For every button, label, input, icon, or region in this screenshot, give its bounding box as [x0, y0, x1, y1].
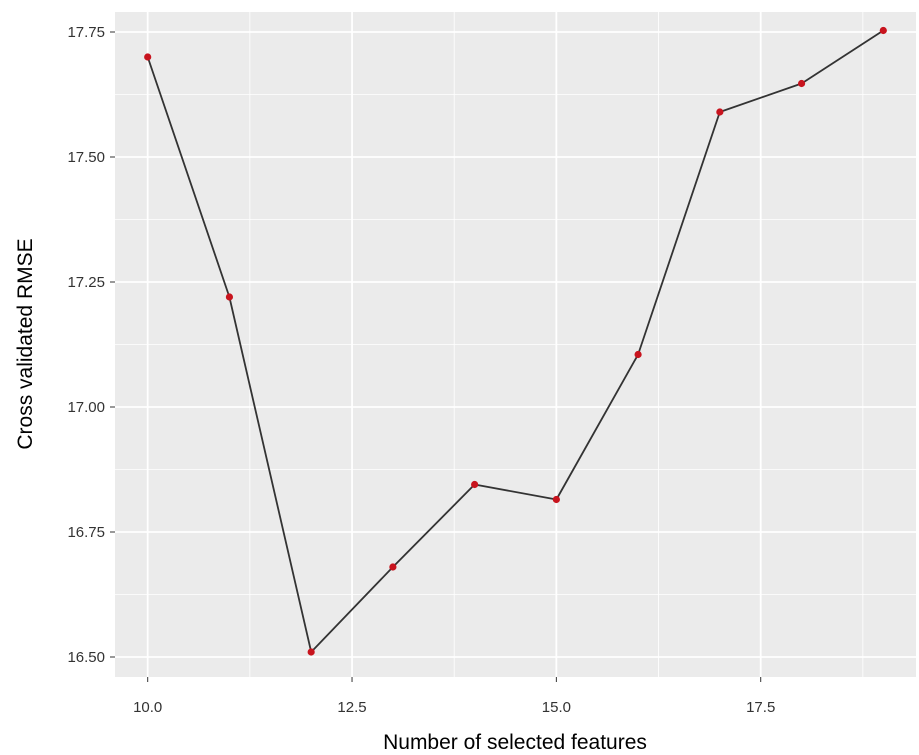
minor-gridlines — [115, 12, 916, 677]
data-point — [879, 26, 887, 35]
data-point — [797, 79, 806, 88]
data-point — [307, 648, 315, 656]
data-point — [716, 108, 724, 116]
series-line — [146, 29, 884, 653]
y-axis-title: Cross validated RMSE — [14, 238, 37, 449]
y-tick-label: 17.50 — [67, 149, 105, 166]
x-axis-ticks: 10.0 12.5 15.0 17.5 — [133, 677, 775, 716]
x-tick-label: 12.5 — [337, 699, 366, 716]
data-points-layer — [144, 26, 887, 656]
x-tick-label: 15.0 — [542, 699, 571, 716]
y-axis-ticks: 16.50 16.75 17.00 17.25 17.50 17.75 — [67, 24, 115, 666]
data-point — [225, 293, 234, 301]
x-axis-title: Number of selected features — [383, 731, 647, 754]
x-tick-label: 17.5 — [746, 699, 775, 716]
data-point — [144, 53, 152, 61]
data-point — [552, 495, 560, 504]
y-tick-label: 17.75 — [67, 24, 105, 41]
data-point — [634, 350, 642, 359]
data-point — [471, 480, 479, 489]
y-tick-label: 16.50 — [67, 649, 105, 666]
y-tick-label: 16.75 — [67, 524, 105, 541]
x-tick-label: 10.0 — [133, 699, 162, 716]
series-line-layer — [146, 29, 884, 653]
y-tick-label: 17.25 — [67, 274, 105, 291]
data-point — [389, 563, 397, 571]
y-tick-label: 17.00 — [67, 399, 105, 416]
major-gridlines — [115, 12, 916, 677]
